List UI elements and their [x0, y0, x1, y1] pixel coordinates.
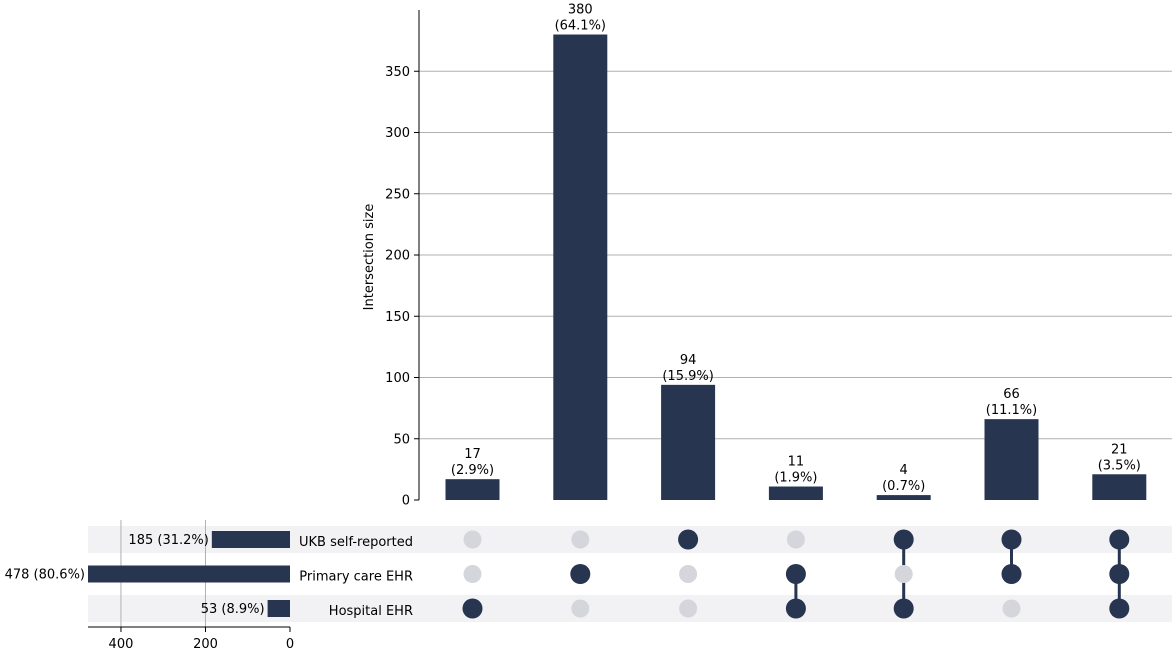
y-tick-label: 150	[385, 310, 410, 325]
bar-value-label: 11	[788, 455, 805, 470]
y-tick-label: 50	[393, 432, 410, 447]
membership-dot-active	[1109, 564, 1130, 584]
set-size-label: 53 (8.9%)	[201, 602, 265, 617]
membership-dot-active	[893, 529, 914, 550]
set-size-tick-label: 400	[109, 637, 134, 651]
intersection-labels: 17(2.9%) 380(64.1%) 94(15.9%) 11(1.9%) 4(0.7…	[451, 3, 1141, 495]
set-size-bar	[211, 531, 290, 548]
bar-percent-label: (0.7%)	[882, 479, 925, 494]
bar-percent-label: (64.1%)	[555, 19, 606, 34]
membership-dot-inactive	[786, 530, 805, 549]
bar-value-label: 380	[568, 3, 593, 18]
bar-value-label: 66	[1003, 387, 1020, 402]
membership-dot-active	[678, 529, 699, 550]
membership-dot-active	[1109, 529, 1130, 550]
membership-dot-active	[570, 564, 591, 584]
intersection-bar	[445, 479, 500, 500]
set-size-bar	[267, 600, 290, 617]
membership-dot-inactive	[1002, 599, 1021, 618]
bar-value-label: 21	[1111, 442, 1128, 457]
membership-dot-active	[785, 598, 806, 619]
y-axis-label: Intersection size	[362, 204, 377, 311]
set-size-label: 185 (31.2%)	[128, 533, 208, 548]
y-tick-label: 250	[385, 187, 410, 202]
bar-percent-label: (2.9%)	[451, 463, 494, 478]
membership-dot-active	[1001, 564, 1022, 584]
intersection-bars	[445, 34, 1147, 500]
bar-percent-label: (1.9%)	[774, 471, 817, 486]
set-size-bar	[88, 565, 290, 583]
bar-percent-label: (11.1%)	[986, 403, 1037, 418]
y-tick-label: 100	[385, 371, 410, 386]
gridlines	[419, 70, 1172, 440]
set-size-bars: 185 (31.2%) 478 (80.6%) 53 (8.9%)	[5, 520, 290, 627]
set-name-label: Primary care EHR	[299, 570, 413, 585]
y-tick-label: 300	[385, 126, 410, 141]
membership-dot-active	[1109, 598, 1130, 619]
membership-dot-inactive	[894, 565, 913, 583]
y-tick-label: 350	[385, 65, 410, 80]
bar-value-label: 17	[464, 447, 481, 462]
bar-percent-label: (3.5%)	[1098, 458, 1141, 473]
intersection-bar	[768, 486, 823, 500]
bar-value-label: 94	[680, 353, 697, 368]
set-size-axis: 400 200 0	[88, 626, 294, 651]
membership-dot-inactive	[571, 599, 590, 618]
set-size-tick-label: 0	[286, 637, 294, 651]
bar-percent-label: (15.9%)	[662, 369, 713, 384]
membership-dot-active	[462, 598, 483, 619]
membership-dot-inactive	[679, 565, 698, 583]
set-name-label: UKB self-reported	[299, 535, 413, 550]
set-names: UKB self-reported Primary care EHR Hospita…	[299, 535, 413, 619]
set-size-label: 478 (80.6%)	[5, 568, 85, 583]
set-size-tick-label: 200	[193, 637, 218, 651]
intersection-bar	[876, 495, 931, 500]
intersection-bar	[1092, 474, 1147, 500]
membership-matrix	[462, 529, 1130, 619]
membership-dot-inactive	[463, 565, 482, 583]
membership-dot-inactive	[571, 530, 590, 549]
intersection-bar	[553, 34, 608, 500]
membership-dot-inactive	[463, 530, 482, 549]
intersection-bar	[661, 384, 716, 500]
intersection-bar	[984, 419, 1039, 500]
membership-dot-inactive	[679, 599, 698, 618]
y-tick-label: 0	[402, 494, 410, 509]
membership-dot-active	[1001, 529, 1022, 550]
y-tick-label: 200	[385, 249, 410, 264]
bar-value-label: 4	[900, 463, 908, 478]
set-name-label: Hospital EHR	[329, 604, 413, 619]
set-row-stripes	[88, 526, 1172, 622]
membership-dot-active	[893, 598, 914, 619]
y-axis: 0 50 100 150 200 250 300 350	[385, 10, 420, 509]
membership-dot-active	[785, 564, 806, 584]
